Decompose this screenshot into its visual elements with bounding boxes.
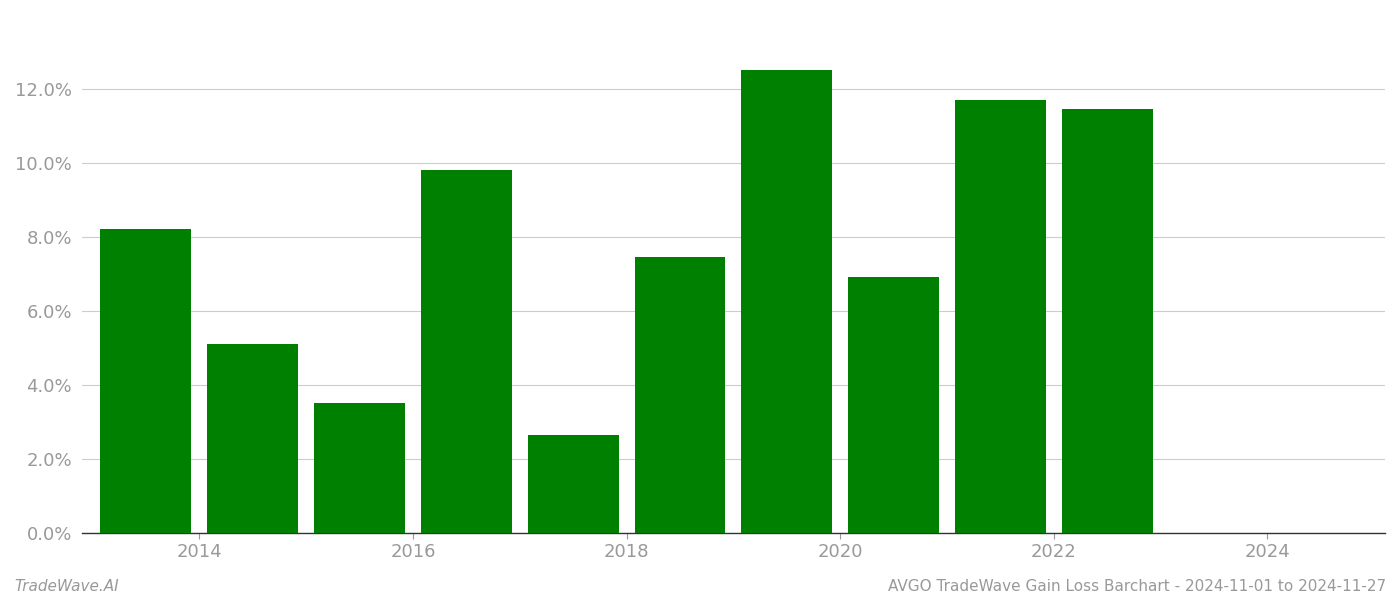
Bar <box>421 170 511 533</box>
Bar <box>207 344 298 533</box>
Bar <box>1061 109 1152 533</box>
Bar <box>314 403 405 533</box>
Bar <box>528 434 619 533</box>
Bar <box>742 70 832 533</box>
Text: TradeWave.AI: TradeWave.AI <box>14 579 119 594</box>
Text: AVGO TradeWave Gain Loss Barchart - 2024-11-01 to 2024-11-27: AVGO TradeWave Gain Loss Barchart - 2024… <box>888 579 1386 594</box>
Bar <box>955 100 1046 533</box>
Bar <box>101 229 192 533</box>
Bar <box>634 257 725 533</box>
Bar <box>848 277 939 533</box>
